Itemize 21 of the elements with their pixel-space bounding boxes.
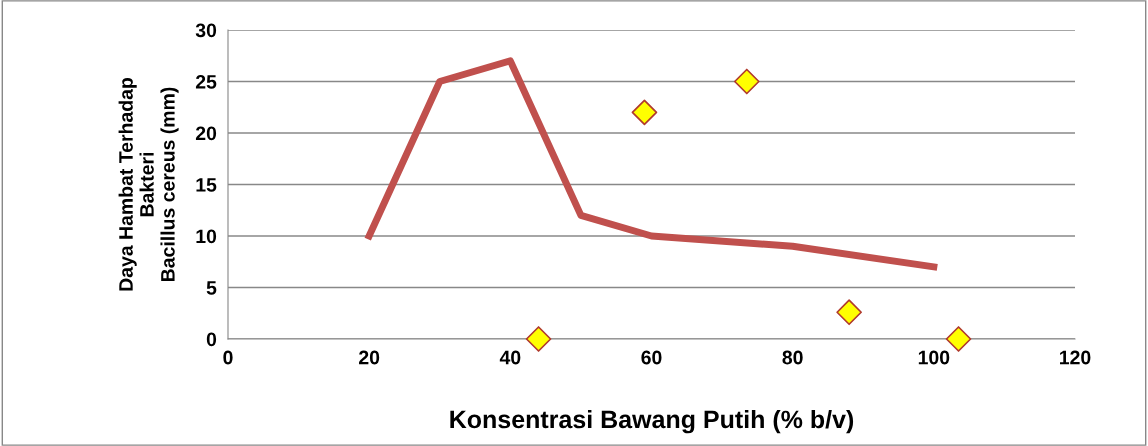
y-tick-label: 20 — [195, 126, 217, 141]
point — [733, 68, 760, 95]
y-tick-label: 30 — [195, 23, 217, 38]
point — [525, 326, 552, 352]
x-tick-label: 0 — [223, 350, 233, 365]
y-axis-title: Daya Hambat Terhadap Bakteri Bacillus cereus (mm) — [118, 77, 179, 291]
point — [631, 99, 658, 126]
point — [945, 326, 972, 352]
x-tick-label: 120 — [1060, 350, 1091, 365]
y-tick-label: 0 — [206, 332, 217, 347]
y-tick-label: 25 — [195, 74, 217, 89]
point — [836, 299, 862, 326]
x-tick-label: 80 — [782, 350, 803, 365]
x-tick-label: 20 — [359, 350, 380, 365]
x-tick-label: 40 — [499, 350, 521, 365]
x-tick-label: 60 — [641, 350, 662, 365]
x-tick-label: 100 — [918, 350, 950, 365]
x-axis-title: Konsentrasi Bawang Putih (% b/v) — [450, 409, 854, 434]
y-tick-label: 5 — [206, 281, 217, 295]
y-tick-label: 15 — [196, 178, 217, 192]
y-tick-label: 10 — [196, 229, 217, 244]
